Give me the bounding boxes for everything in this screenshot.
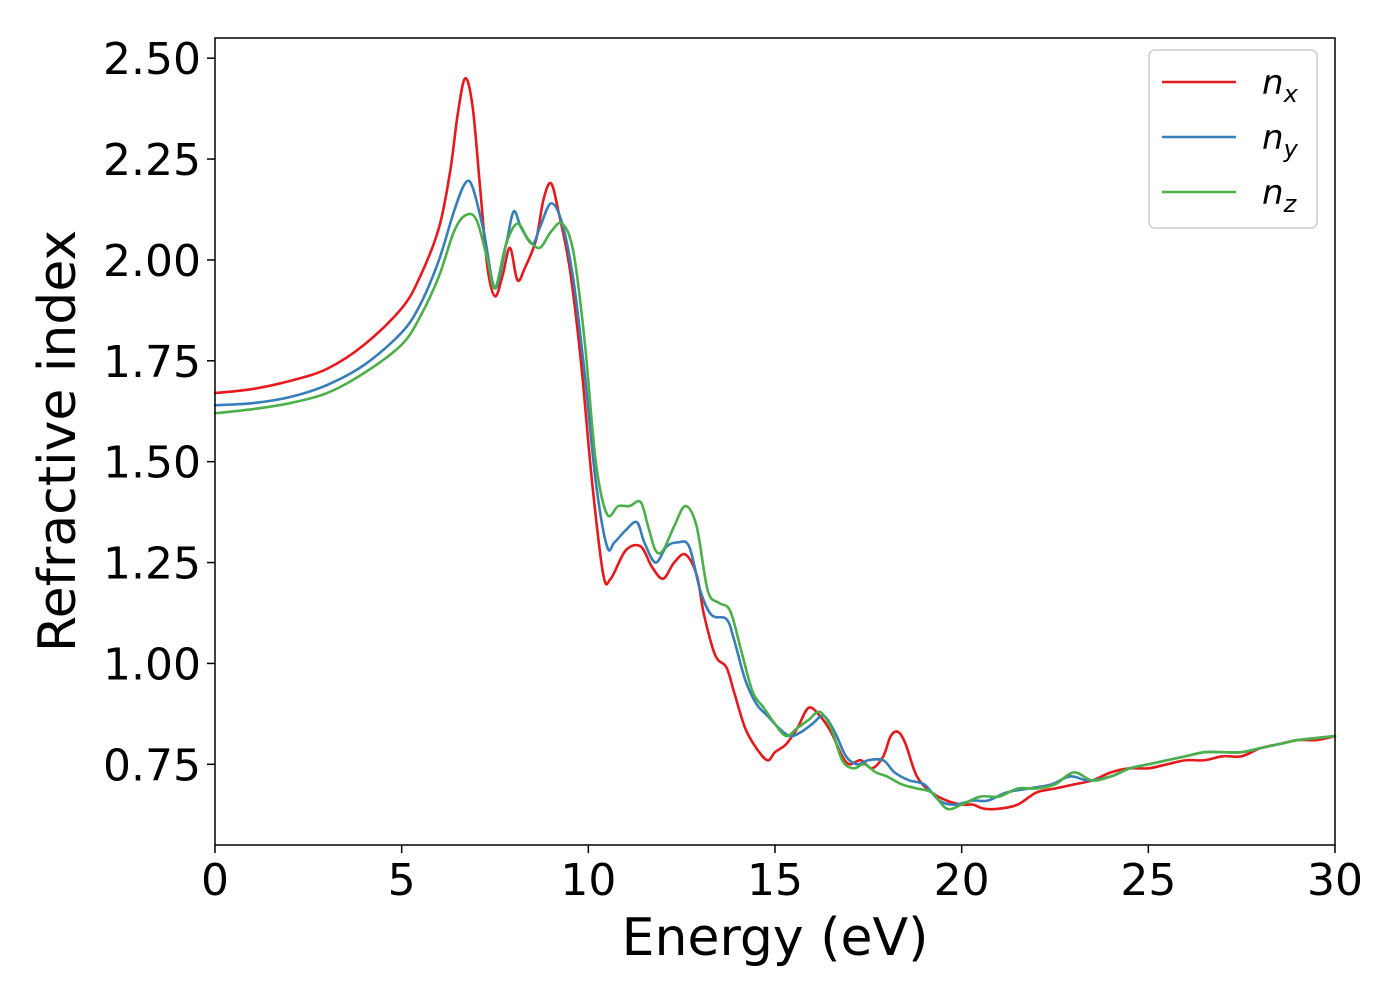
series-line-n-z	[213, 212, 1337, 811]
y-axis: 0.75 1.00 1.25 1.50 1.75 2.00 2.25 2.50	[103, 34, 215, 791]
x-tick-label: 5	[388, 855, 416, 906]
x-tick-label: 30	[1307, 855, 1363, 906]
x-tick-label: 15	[747, 855, 803, 906]
legend-label: ny	[1262, 118, 1299, 163]
legend: nx ny nz	[1148, 49, 1318, 229]
x-axis: 0 5 10 15 20 25 30	[201, 845, 1363, 906]
x-tick-label: 0	[201, 855, 229, 906]
y-tick-label: 1.25	[103, 539, 201, 590]
x-tick-label: 25	[1120, 855, 1176, 906]
y-tick-label: 0.75	[103, 740, 201, 791]
legend-box	[1148, 49, 1318, 229]
legend-label: nz	[1262, 173, 1298, 218]
series-layer	[213, 77, 1337, 811]
y-tick-label: 2.25	[103, 135, 201, 186]
series-line-n-x	[213, 77, 1337, 811]
y-tick-label: 1.50	[103, 438, 201, 489]
x-axis-title: Energy (eV)	[622, 908, 929, 968]
y-axis-title: Refractive index	[28, 230, 88, 652]
y-tick-label: 1.75	[103, 337, 201, 388]
x-tick-label: 20	[934, 855, 990, 906]
y-tick-label: 2.50	[103, 34, 201, 85]
legend-label: nx	[1262, 63, 1299, 108]
y-tick-label: 2.00	[103, 236, 201, 287]
series-line-n-y	[213, 179, 1337, 806]
x-tick-label: 10	[560, 855, 616, 906]
y-tick-label: 1.00	[103, 639, 201, 690]
